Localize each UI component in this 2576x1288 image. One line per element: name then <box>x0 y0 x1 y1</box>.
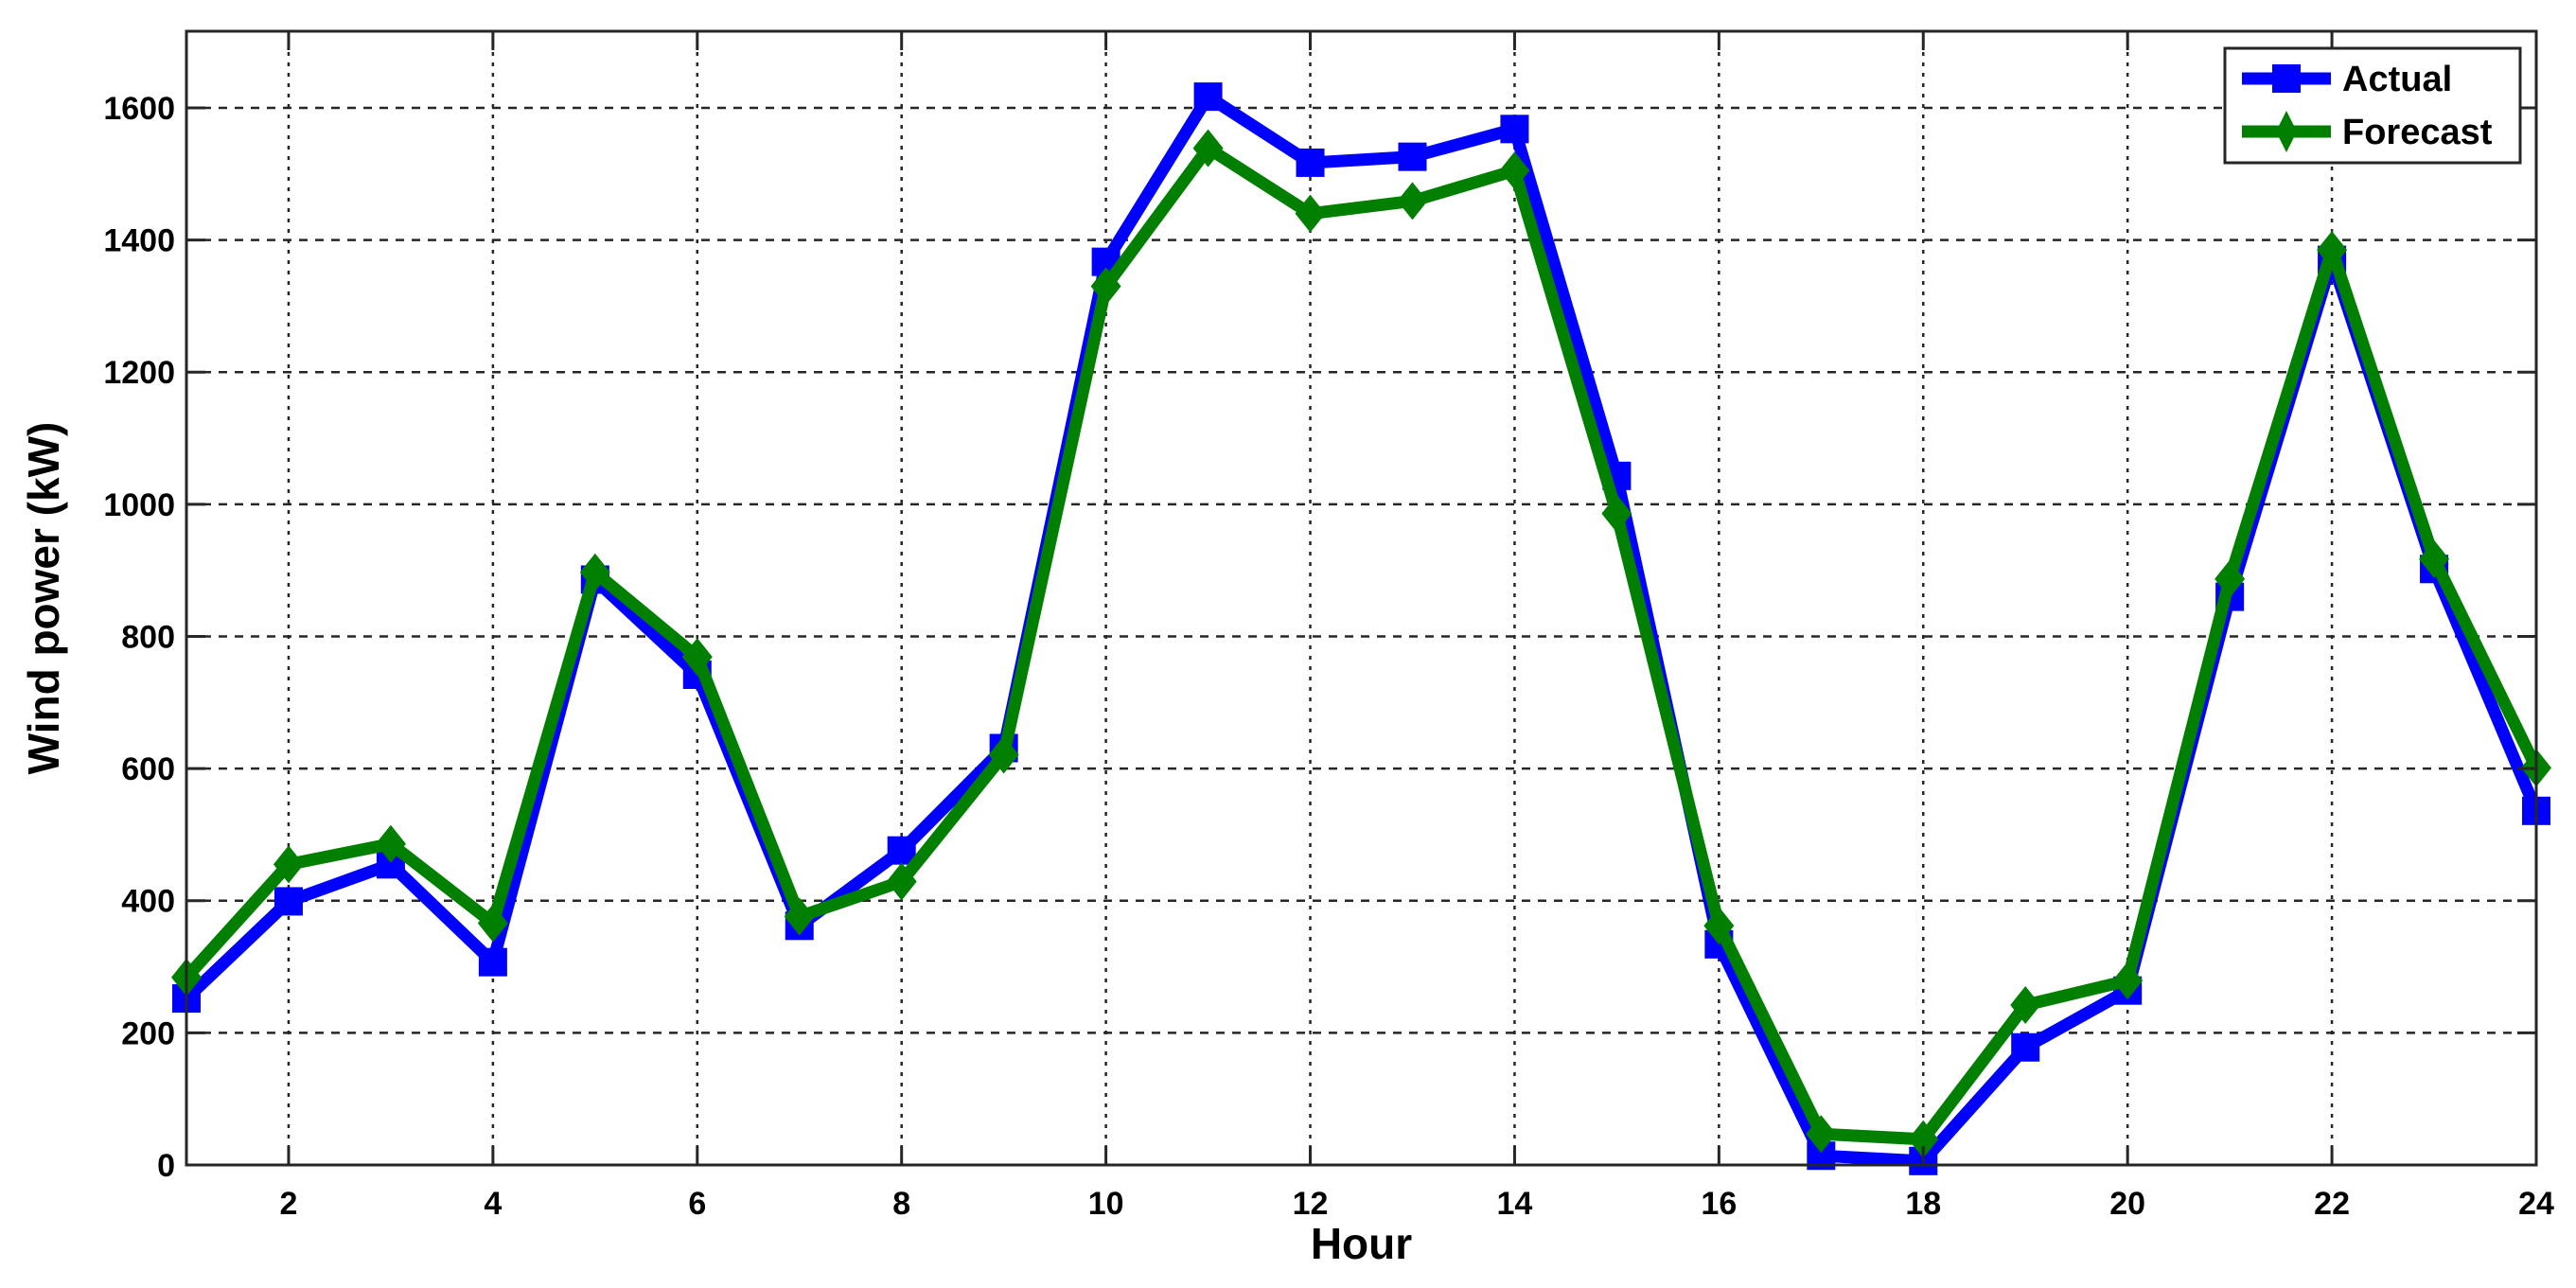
x-tick-label: 6 <box>688 1186 706 1222</box>
square-marker-icon <box>2011 1032 2040 1062</box>
diamond-marker-icon <box>1192 129 1224 168</box>
square-marker-icon <box>1500 115 1529 144</box>
plot-frame <box>185 29 2538 1167</box>
square-marker-icon <box>887 836 916 865</box>
x-tick-label: 16 <box>1701 1186 1737 1222</box>
x-tick-label: 22 <box>2314 1186 2350 1222</box>
series-line <box>182 88 2542 1168</box>
diamond-marker-icon <box>1806 1115 1837 1154</box>
diamond-marker-icon <box>2419 539 2450 578</box>
axis-ticks: 2 4 6 8 10 12 14 16 18 20 22 2402004006008001000120… <box>103 31 2554 1222</box>
diamond-marker-icon <box>1703 907 1735 945</box>
y-tick-label: 1600 <box>103 91 175 127</box>
x-tick-label: 20 <box>2109 1186 2145 1222</box>
diamond-marker-icon <box>1601 494 1632 533</box>
x-tick-label: 24 <box>2518 1186 2554 1222</box>
diamond-marker-icon <box>375 824 406 863</box>
square-marker-icon <box>1398 142 1427 171</box>
diamond-marker-icon <box>2317 231 2348 270</box>
data-series <box>171 82 2551 1175</box>
series-forecast <box>171 129 2551 1158</box>
diamond-marker-icon <box>1397 182 1428 221</box>
diamond-marker-icon <box>2010 986 2041 1025</box>
diamond-marker-icon <box>1090 267 1121 306</box>
x-axis-label: Hour <box>1311 1219 1412 1268</box>
square-marker-icon <box>1193 82 1223 112</box>
y-tick-label: 1000 <box>103 487 175 523</box>
diamond-marker-icon <box>784 897 815 936</box>
diamond-marker-icon <box>477 904 508 943</box>
diamond-marker-icon <box>2214 559 2246 598</box>
legend-label-actual: Actual <box>2342 60 2452 99</box>
diamond-marker-icon <box>579 553 610 591</box>
diamond-marker-icon <box>681 638 713 677</box>
y-tick-label: 0 <box>157 1148 175 1184</box>
series-actual <box>172 82 2550 1175</box>
square-marker-icon <box>478 947 507 977</box>
legend: Actual Forecast <box>2223 46 2522 165</box>
diamond-marker-icon <box>988 735 1019 774</box>
legend-item-actual: Actual <box>2242 60 2452 99</box>
y-tick-label: 800 <box>121 619 175 655</box>
x-tick-label: 18 <box>1905 1186 1941 1222</box>
x-tick-label: 12 <box>1293 1186 1329 1222</box>
square-marker-icon <box>1296 148 1325 177</box>
diamond-marker-icon <box>2276 111 2297 152</box>
square-marker-icon <box>2272 64 2301 93</box>
y-tick-label: 400 <box>121 884 175 920</box>
diamond-marker-icon <box>1295 194 1326 233</box>
y-axis-label: Wind power (kW) <box>19 422 68 775</box>
diamond-marker-icon <box>273 845 304 884</box>
square-marker-icon <box>273 887 303 916</box>
series-line <box>182 139 2542 1146</box>
legend-label-forecast: Forecast <box>2342 113 2493 152</box>
x-tick-label: 10 <box>1088 1186 1124 1222</box>
x-tick-label: 8 <box>892 1186 910 1222</box>
x-tick-label: 2 <box>279 1186 297 1222</box>
diamond-marker-icon <box>2112 962 2144 1000</box>
x-tick-label: 14 <box>1497 1186 1533 1222</box>
x-tick-label: 4 <box>484 1186 502 1222</box>
y-tick-label: 200 <box>121 1015 175 1051</box>
diamond-marker-icon <box>1908 1120 1939 1158</box>
y-tick-label: 1200 <box>103 355 175 391</box>
diamond-marker-icon <box>1499 151 1530 190</box>
legend-item-forecast: Forecast <box>2242 111 2493 152</box>
diamond-marker-icon <box>886 862 917 901</box>
y-tick-label: 1400 <box>103 223 175 259</box>
y-tick-label: 600 <box>121 751 175 787</box>
